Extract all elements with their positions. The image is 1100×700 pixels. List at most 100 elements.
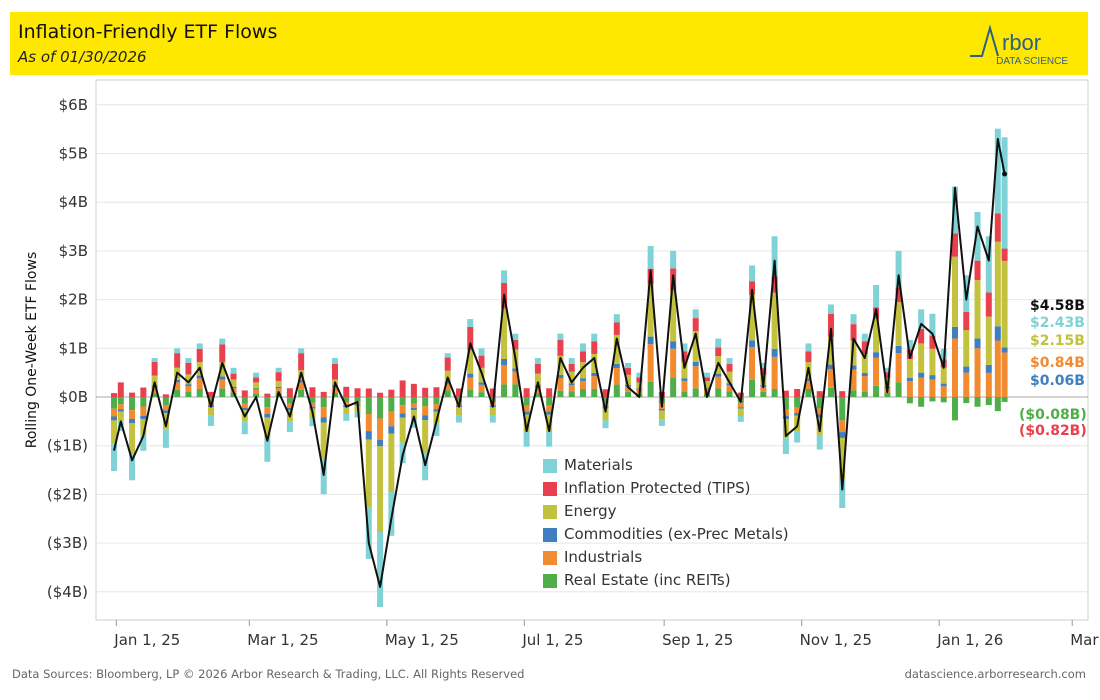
arbor-logo-mark-icon [970,24,999,57]
bar-segment [873,385,880,397]
bar-segment [715,388,722,397]
bar-segment [185,384,192,387]
chart-title: Inflation-Friendly ETF Flows [18,21,278,43]
bar-segment [994,241,1001,327]
legend-label: Inflation Protected (TIPS) [564,479,751,497]
legend-swatch [543,528,557,542]
bar-segment [185,386,192,392]
bar-segment [320,391,327,397]
bar-segment [839,391,846,397]
bar-segment [489,388,496,397]
bar-segment [749,379,756,397]
x-tick-label: Jan 1, 25 [113,631,180,649]
bar-segment [433,404,440,410]
bar-segment [111,420,118,444]
bar-segment [963,397,970,404]
bar-segment [906,397,913,404]
bar-segment [771,356,778,389]
bar-segment [816,391,823,397]
bar-segment [681,351,688,363]
bar-segment [140,419,147,435]
bar-segment [422,452,429,481]
bar-segment [658,391,665,397]
bar-segment [1001,352,1008,397]
bar-segment [422,387,429,397]
bar-segment [230,373,237,380]
bar-segment [749,347,756,380]
bar-segment [444,383,451,391]
bar-segment [557,378,564,391]
bar-segment [185,391,192,397]
bar-segment [253,377,260,383]
bar-segment [850,390,857,397]
bar-segment [749,281,756,295]
bar-segment [557,390,564,397]
bar-segment [1001,137,1008,249]
end-label-tips: ($0.82B) [1019,423,1087,439]
y-tick-label: $3B [59,242,88,260]
bar-segment [974,397,981,407]
bar-segment [805,343,812,352]
bar-segment [275,388,282,393]
bar-segment [523,414,530,433]
bar-segment [929,313,936,336]
bar-segment [1001,248,1008,261]
arbor-logo: rbor DATA SCIENCE [964,18,1074,70]
bar-segment [985,316,992,365]
bar-segment [602,408,609,421]
bar-segment [670,290,677,342]
bar-segment [918,309,925,329]
bar-segment [771,276,778,293]
bar-segment [994,213,1001,242]
bar-segment [151,358,158,362]
bar-segment [140,434,147,451]
data-sources-note: Data Sources: Bloomberg, LP © 2026 Arbor… [12,667,525,681]
bar-segment [579,362,586,379]
bar-segment [253,388,260,390]
bar-segment [365,431,372,440]
bar-segment [298,353,305,371]
bar-segment [162,429,169,448]
bar-segment [591,341,598,354]
bar-segment [591,372,598,377]
bar-segment [884,367,891,373]
bar-segment [534,358,541,364]
bar-segment [129,410,136,419]
bar-segment [625,386,632,392]
bar-segment [850,365,857,370]
bar-segment [309,418,316,427]
bar-segment [737,407,744,409]
bar-segment [433,387,440,397]
bar-segment [884,372,891,379]
bar-segment [692,366,699,389]
bar-segment [444,381,451,384]
end-label-industrials: $0.84B [1030,355,1085,371]
bar-segment [275,386,282,389]
bar-segment [253,393,260,397]
bar-segment [478,355,485,368]
bar-segment [230,386,237,389]
bar-segment [568,363,575,372]
bar-segment [196,348,203,363]
bar-segment [264,414,271,418]
bar-segment [557,374,564,379]
bar-segment [861,341,868,354]
bar-segment [230,367,237,374]
bar-segment [994,128,1001,214]
bar-segment [140,406,147,416]
bar-segment [331,393,338,397]
bar-segment [377,397,384,419]
bar-segment [275,372,282,381]
bar-segment [951,256,958,327]
bar-segment [478,348,485,356]
bar-segment [331,358,338,364]
bar-segment [963,372,970,397]
bar-segment [455,397,462,403]
bar-segment [286,421,293,433]
bar-segment [794,397,801,408]
logo-wordmark: rbor [1002,30,1042,55]
bar-segment [140,415,147,420]
bar-segment [782,390,789,397]
bar-segment [839,432,846,438]
